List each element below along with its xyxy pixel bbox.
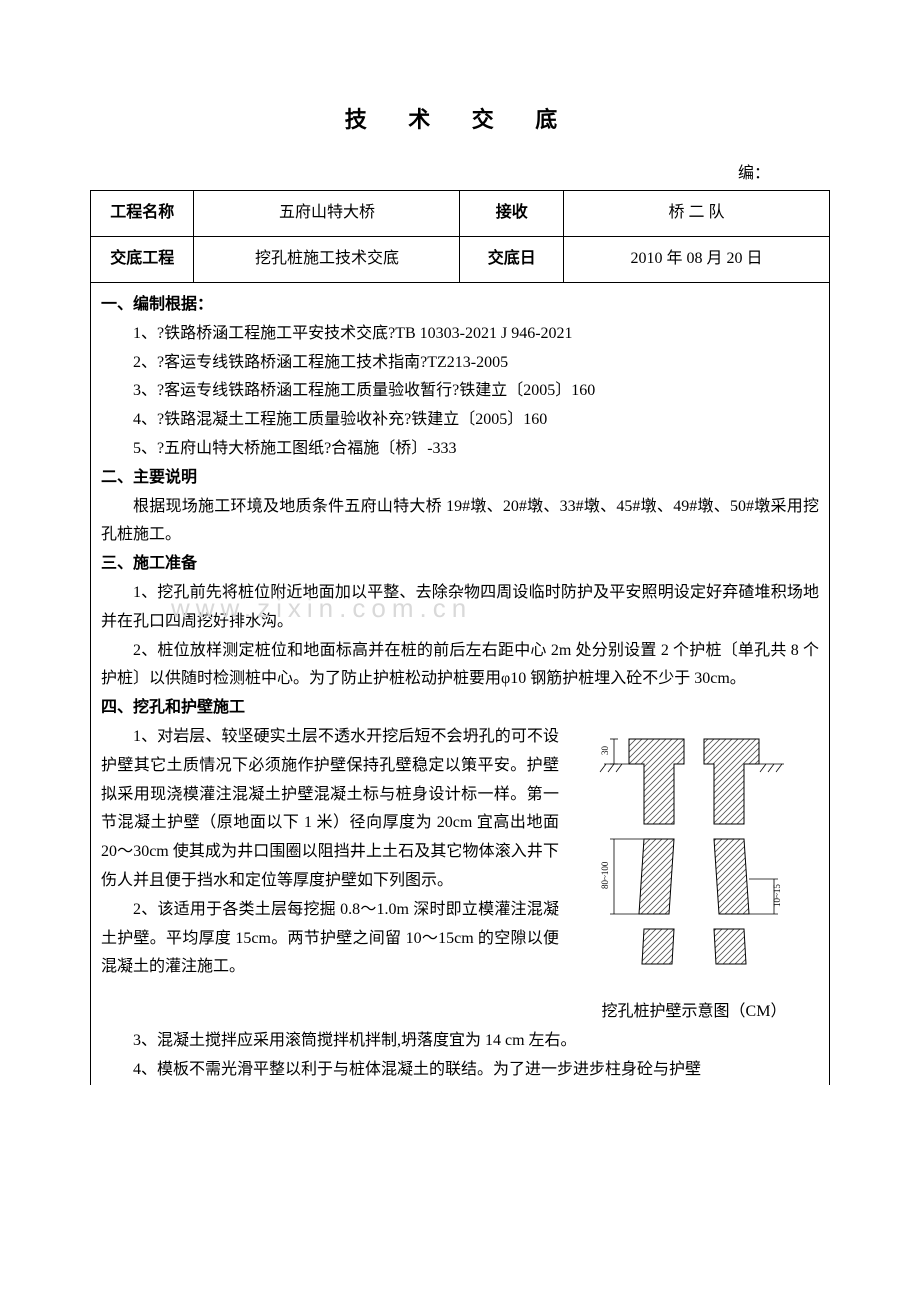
- sec3-p1: 1、挖孔前先将桩位附近地面加以平整、去除杂物四周设临时防护及平安照明设定好弃碴堆…: [101, 579, 819, 637]
- section1-head: 一、编制根据：: [101, 291, 819, 320]
- serial-label: 编：: [90, 160, 830, 189]
- cell-project-label: 工程名称: [91, 191, 194, 237]
- section2-head: 二、主要说明: [101, 464, 819, 493]
- cell-receiver-label: 接收: [460, 191, 563, 237]
- sec1-item4: 4、?铁路混凝土工程施工质量验收补充?铁建立〔2005〕160: [101, 406, 819, 435]
- section3-head: 三、施工准备: [101, 550, 819, 579]
- table-row: 工程名称 五府山特大桥 接收 桥 二 队: [91, 191, 830, 237]
- dim-top: 30: [600, 745, 610, 755]
- sec4-p4: 4、模板不需光滑平整以利于与桩体混凝土的联结。为了进一步进步柱身砼与护壁: [101, 1056, 819, 1085]
- content-body: 一、编制根据： 1、?铁路桥涵工程施工平安技术交底?TB 10303-2021 …: [90, 283, 830, 1085]
- page-title: 技 术 交 底: [90, 100, 830, 140]
- sec1-item1: 1、?铁路桥涵工程施工平安技术交底?TB 10303-2021 J 946-20…: [101, 320, 819, 349]
- cell-date-label: 交底日: [460, 237, 563, 283]
- dim-side: 10~15: [772, 884, 782, 907]
- figure-caption: 挖孔桩护壁示意图（CM）: [569, 998, 819, 1027]
- sec1-item2: 2、?客运专线铁路桥涵工程施工技术指南?TZ213-2005: [101, 349, 819, 378]
- section4-head: 四、挖孔和护壁施工: [101, 694, 819, 723]
- cell-project-value: 五府山特大桥: [194, 191, 460, 237]
- cell-item-value: 挖孔桩施工技术交底: [194, 237, 460, 283]
- sec3-p2: 2、桩位放样测定桩位和地面标高并在桩的前后左右距中心 2m 处分别设置 2 个护…: [101, 637, 819, 695]
- sec1-item3: 3、?客运专线铁路桥涵工程施工质量验收暂行?铁建立〔2005〕160: [101, 377, 819, 406]
- pile-figure: 30 80~100 10~15 挖孔桩: [569, 729, 819, 1027]
- sec4-p3: 3、混凝土搅拌应采用滚筒搅拌机拌制,坍落度宜为 14 cm 左右。: [101, 1027, 819, 1056]
- cell-receiver-value: 桥 二 队: [563, 191, 829, 237]
- pile-diagram-svg: 30 80~100 10~15: [574, 729, 814, 979]
- cell-item-label: 交底工程: [91, 237, 194, 283]
- cell-date-value: 2010 年 08 月 20 日: [563, 237, 829, 283]
- sec2-p: 根据现场施工环境及地质条件五府山特大桥 19#墩、20#墩、33#墩、45#墩、…: [101, 493, 819, 551]
- sec1-item5: 5、?五府山特大桥施工图纸?合福施〔桥〕-333: [101, 435, 819, 464]
- header-table: 工程名称 五府山特大桥 接收 桥 二 队 交底工程 挖孔桩施工技术交底 交底日 …: [90, 190, 830, 283]
- table-row: 交底工程 挖孔桩施工技术交底 交底日 2010 年 08 月 20 日: [91, 237, 830, 283]
- dim-mid: 80~100: [600, 861, 610, 889]
